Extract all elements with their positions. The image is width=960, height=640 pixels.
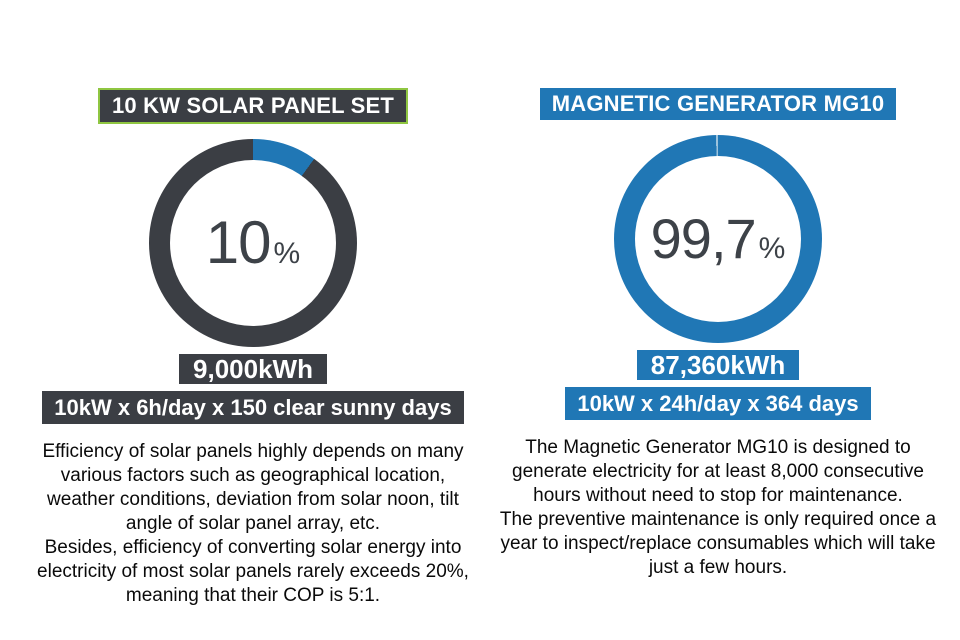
solar-percent: 10 % [206,213,300,273]
solar-energy-badge: 9,000kWh [179,354,327,384]
generator-donut-hole: 99,7 % [635,156,801,322]
generator-column: MAGNETIC GENERATOR MG10 99,7 % 87,360kWh… [478,88,958,640]
generator-percent: 99,7 % [651,211,786,267]
generator-percent-sign: % [758,232,786,265]
solar-percent-value: 10 [205,209,272,276]
generator-donut-chart: 99,7 % [614,135,822,343]
solar-description: Efficiency of solar panels highly depend… [37,441,469,606]
generator-energy-badge: 87,360kWh [636,350,800,380]
solar-percent-sign: % [273,237,301,270]
solar-panel-column: 10 KW SOLAR PANEL SET 10 % 9,000kWh 10kW… [13,88,493,640]
generator-formula-badge: 10kW x 24h/day x 364 days [565,387,871,420]
generator-percent-value: 99,7 [650,207,757,270]
generator-title-badge: MAGNETIC GENERATOR MG10 [539,88,897,120]
solar-formula-badge: 10kW x 6h/day x 150 clear sunny days [42,391,464,424]
generator-description: The Magnetic Generator MG10 is designed … [499,437,937,578]
solar-donut-hole: 10 % [170,160,336,326]
solar-title-badge: 10 KW SOLAR PANEL SET [97,88,409,124]
solar-donut-chart: 10 % [149,139,357,347]
